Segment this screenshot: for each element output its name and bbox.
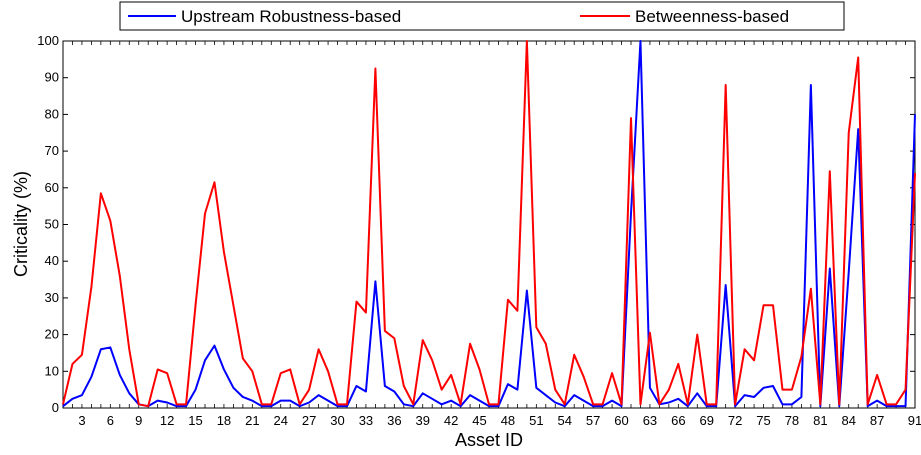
x-tick-label: 36 (387, 413, 401, 428)
legend: Upstream Robustness-based Betweenness-ba… (119, 1, 845, 31)
x-tick-label: 91 (908, 413, 921, 428)
x-tick-label: 84 (841, 413, 855, 428)
y-tick-label: 30 (45, 290, 59, 305)
y-tick-label: 100 (37, 33, 59, 48)
x-tick-label: 72 (728, 413, 742, 428)
x-tick-label: 45 (472, 413, 486, 428)
y-axis: 0 10 20 30 40 50 60 70 80 90 100 (37, 33, 915, 415)
x-tick-label: 21 (245, 413, 259, 428)
x-tick-label: 12 (160, 413, 174, 428)
x-tick-label: 3 (78, 413, 85, 428)
legend-label-betweenness: Betweenness-based (635, 7, 789, 26)
x-tick-label: 75 (756, 413, 770, 428)
x-tick-label: 9 (135, 413, 142, 428)
x-tick-label: 27 (302, 413, 316, 428)
x-tick-label: 51 (529, 413, 543, 428)
legend-label-upstream: Upstream Robustness-based (181, 7, 401, 26)
x-tick-label: 66 (671, 413, 685, 428)
x-tick-label: 39 (415, 413, 429, 428)
x-tick-label: 48 (501, 413, 515, 428)
x-tick-label: 60 (614, 413, 628, 428)
y-tick-label: 20 (45, 327, 59, 342)
x-axis-label: Asset ID (455, 430, 523, 450)
y-tick-label: 80 (45, 106, 59, 121)
x-tick-label: 30 (330, 413, 344, 428)
y-tick-label: 50 (45, 217, 59, 232)
x-tick-label: 87 (870, 413, 884, 428)
series-lines (62, 40, 916, 408)
x-tick-label: 63 (643, 413, 657, 428)
y-tick-label: 90 (45, 70, 59, 85)
y-tick-label: 70 (45, 143, 59, 158)
series-line-upstream-robustness (62, 40, 916, 408)
y-tick-label: 40 (45, 253, 59, 268)
y-tick-label: 60 (45, 180, 59, 195)
x-tick-label: 18 (217, 413, 231, 428)
x-tick-label: 69 (699, 413, 713, 428)
x-tick-label: 15 (188, 413, 202, 428)
y-tick-label: 0 (52, 400, 59, 415)
x-tick-label: 54 (557, 413, 571, 428)
x-tick-label: 24 (273, 413, 287, 428)
x-tick-label: 78 (785, 413, 799, 428)
x-tick-label: 81 (813, 413, 827, 428)
plot-area (62, 40, 916, 409)
x-axis: 3 6 9 12 15 18 21 24 27 30 33 36 39 42 45 48 51 54 57 60 63 6… (62, 41, 921, 428)
legend-box (119, 1, 845, 31)
y-tick-label: 10 (45, 363, 59, 378)
x-tick-label: 42 (444, 413, 458, 428)
x-tick-label: 57 (586, 413, 600, 428)
x-tick-label: 6 (107, 413, 114, 428)
series-line-betweenness (62, 40, 916, 408)
y-axis-label: Criticality (%) (11, 171, 31, 277)
x-tick-label: 33 (359, 413, 373, 428)
